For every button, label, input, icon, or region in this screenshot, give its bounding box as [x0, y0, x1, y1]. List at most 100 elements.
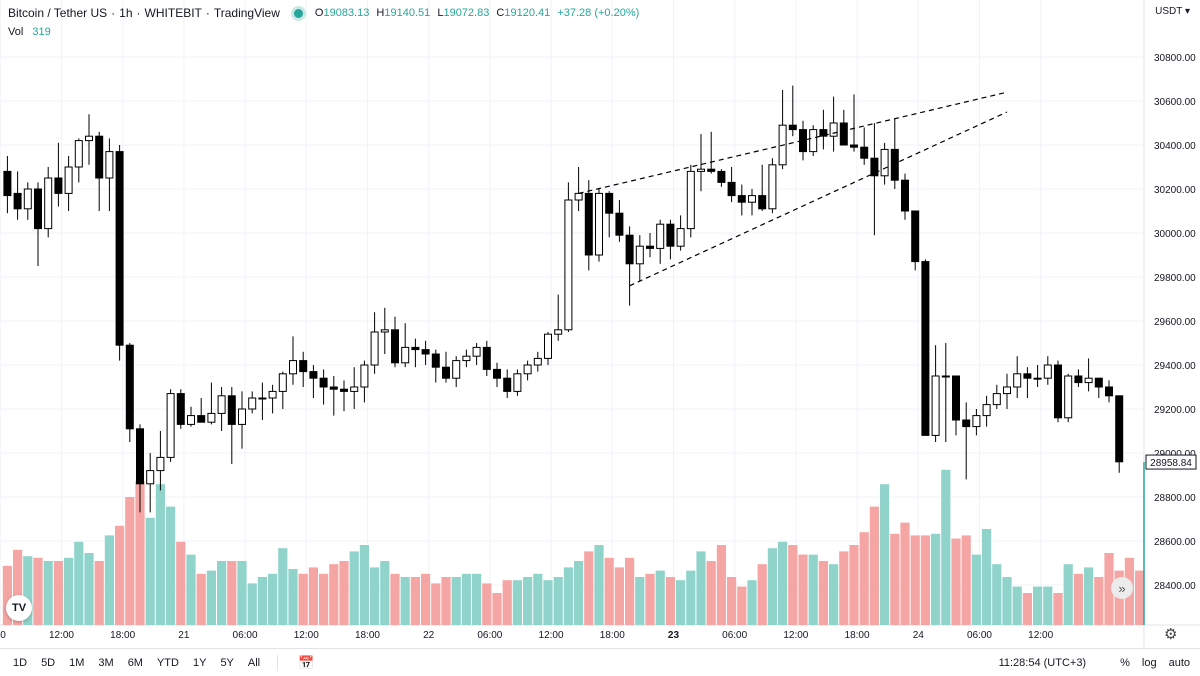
candle-body[interactable]: [207, 412, 216, 423]
candle-body[interactable]: [768, 164, 777, 210]
candle-body[interactable]: [380, 329, 389, 333]
candle-body[interactable]: [788, 124, 797, 131]
range-button-5y[interactable]: 5Y: [220, 656, 234, 669]
tradingview-logo-icon[interactable]: TV: [6, 595, 32, 621]
candle-body[interactable]: [360, 364, 369, 388]
currency-selector[interactable]: USDT ▾: [1155, 6, 1190, 17]
candle-body[interactable]: [1115, 395, 1124, 463]
candle-body[interactable]: [95, 135, 104, 179]
candle-body[interactable]: [911, 210, 920, 263]
candle-body[interactable]: [727, 181, 736, 197]
candle-body[interactable]: [1013, 373, 1022, 388]
range-button-1m[interactable]: 1M: [69, 656, 85, 669]
candle-body[interactable]: [931, 375, 940, 436]
candle-body[interactable]: [278, 373, 287, 392]
candle-body[interactable]: [319, 377, 328, 388]
candle-body[interactable]: [421, 349, 430, 355]
candle-body[interactable]: [391, 329, 399, 364]
candle-body[interactable]: [482, 346, 491, 370]
log-toggle[interactable]: log: [1141, 656, 1157, 669]
candle-body[interactable]: [431, 353, 440, 368]
candle-body[interactable]: [23, 188, 32, 210]
candle-body[interactable]: [340, 388, 348, 392]
candle-body[interactable]: [227, 395, 236, 425]
scroll-to-realtime-icon[interactable]: »: [1111, 577, 1133, 599]
candle-body[interactable]: [258, 397, 267, 400]
candle-body[interactable]: [115, 151, 124, 346]
candle-body[interactable]: [819, 129, 828, 137]
candle-body[interactable]: [707, 168, 716, 172]
candle-body[interactable]: [85, 135, 93, 142]
candle-body[interactable]: [187, 415, 195, 425]
candle-body[interactable]: [809, 129, 818, 153]
candle-body[interactable]: [646, 245, 654, 249]
candle-body[interactable]: [1023, 373, 1032, 379]
candle-body[interactable]: [635, 245, 644, 265]
candle-body[interactable]: [1054, 364, 1062, 419]
candle-body[interactable]: [1094, 377, 1103, 388]
volume-label[interactable]: Vol: [8, 26, 24, 38]
candle-body[interactable]: [34, 188, 42, 230]
candle-body[interactable]: [533, 357, 542, 366]
percent-toggle[interactable]: %: [1120, 656, 1130, 669]
gear-icon[interactable]: ⚙: [1164, 626, 1178, 643]
range-button-3m[interactable]: 3M: [98, 656, 114, 669]
candle-body[interactable]: [748, 195, 756, 203]
price-chart[interactable]: 28400.00 28600.00 28800.00 29000.00 29200.00…: [0, 0, 1200, 648]
candle-body[interactable]: [238, 408, 246, 425]
candle-body[interactable]: [860, 146, 869, 159]
range-button-ytd[interactable]: YTD: [156, 656, 179, 669]
candle-body[interactable]: [3, 170, 12, 197]
candle-body[interactable]: [686, 170, 695, 230]
candle-body[interactable]: [1064, 375, 1073, 419]
candle-body[interactable]: [146, 470, 155, 485]
candle-body[interactable]: [74, 140, 83, 168]
market-status-icon[interactable]: [293, 8, 303, 18]
candle-body[interactable]: [217, 395, 226, 414]
candle-body[interactable]: [401, 346, 410, 364]
candle-body[interactable]: [411, 346, 420, 351]
candle-body[interactable]: [544, 333, 552, 359]
candle-body[interactable]: [758, 195, 767, 210]
candle-body[interactable]: [564, 199, 573, 331]
candle-body[interactable]: [982, 404, 991, 417]
wedge-upper-trendline[interactable]: [578, 91, 1008, 194]
candle-body[interactable]: [442, 366, 450, 379]
candle-body[interactable]: [1105, 386, 1113, 397]
candle-body[interactable]: [136, 428, 144, 485]
candle-body[interactable]: [799, 129, 807, 153]
wedge-lower-trendline[interactable]: [629, 111, 1008, 287]
candle-body[interactable]: [309, 371, 318, 379]
candle-body[interactable]: [176, 393, 185, 425]
candle-body[interactable]: [717, 170, 726, 183]
candle-body[interactable]: [329, 386, 338, 390]
candle-body[interactable]: [584, 192, 593, 256]
candle-body[interactable]: [992, 393, 1001, 406]
candle-body[interactable]: [1033, 377, 1042, 380]
candle-body[interactable]: [829, 122, 838, 137]
candle-body[interactable]: [737, 195, 746, 203]
candle-body[interactable]: [105, 151, 114, 179]
candle-body[interactable]: [870, 157, 879, 177]
calendar-icon[interactable]: 📅: [298, 654, 315, 670]
candle-body[interactable]: [941, 375, 950, 378]
candle-body[interactable]: [901, 179, 909, 212]
candle-body[interactable]: [166, 393, 175, 458]
candle-body[interactable]: [972, 415, 981, 428]
candle-body[interactable]: [676, 228, 685, 247]
candle-body[interactable]: [921, 261, 930, 436]
candle-body[interactable]: [595, 192, 603, 256]
candle-body[interactable]: [1043, 364, 1052, 379]
candle-body[interactable]: [370, 331, 379, 366]
candle-body[interactable]: [952, 375, 960, 421]
candle-body[interactable]: [248, 397, 257, 410]
candle-body[interactable]: [1084, 377, 1093, 384]
candle-body[interactable]: [554, 329, 563, 335]
candle-body[interactable]: [625, 234, 634, 265]
candle-body[interactable]: [125, 344, 134, 430]
range-button-1d[interactable]: 1D: [13, 656, 28, 669]
candle-body[interactable]: [666, 223, 675, 247]
candle-body[interactable]: [1003, 386, 1011, 395]
candle-body[interactable]: [615, 212, 624, 236]
candle-body[interactable]: [493, 368, 501, 379]
